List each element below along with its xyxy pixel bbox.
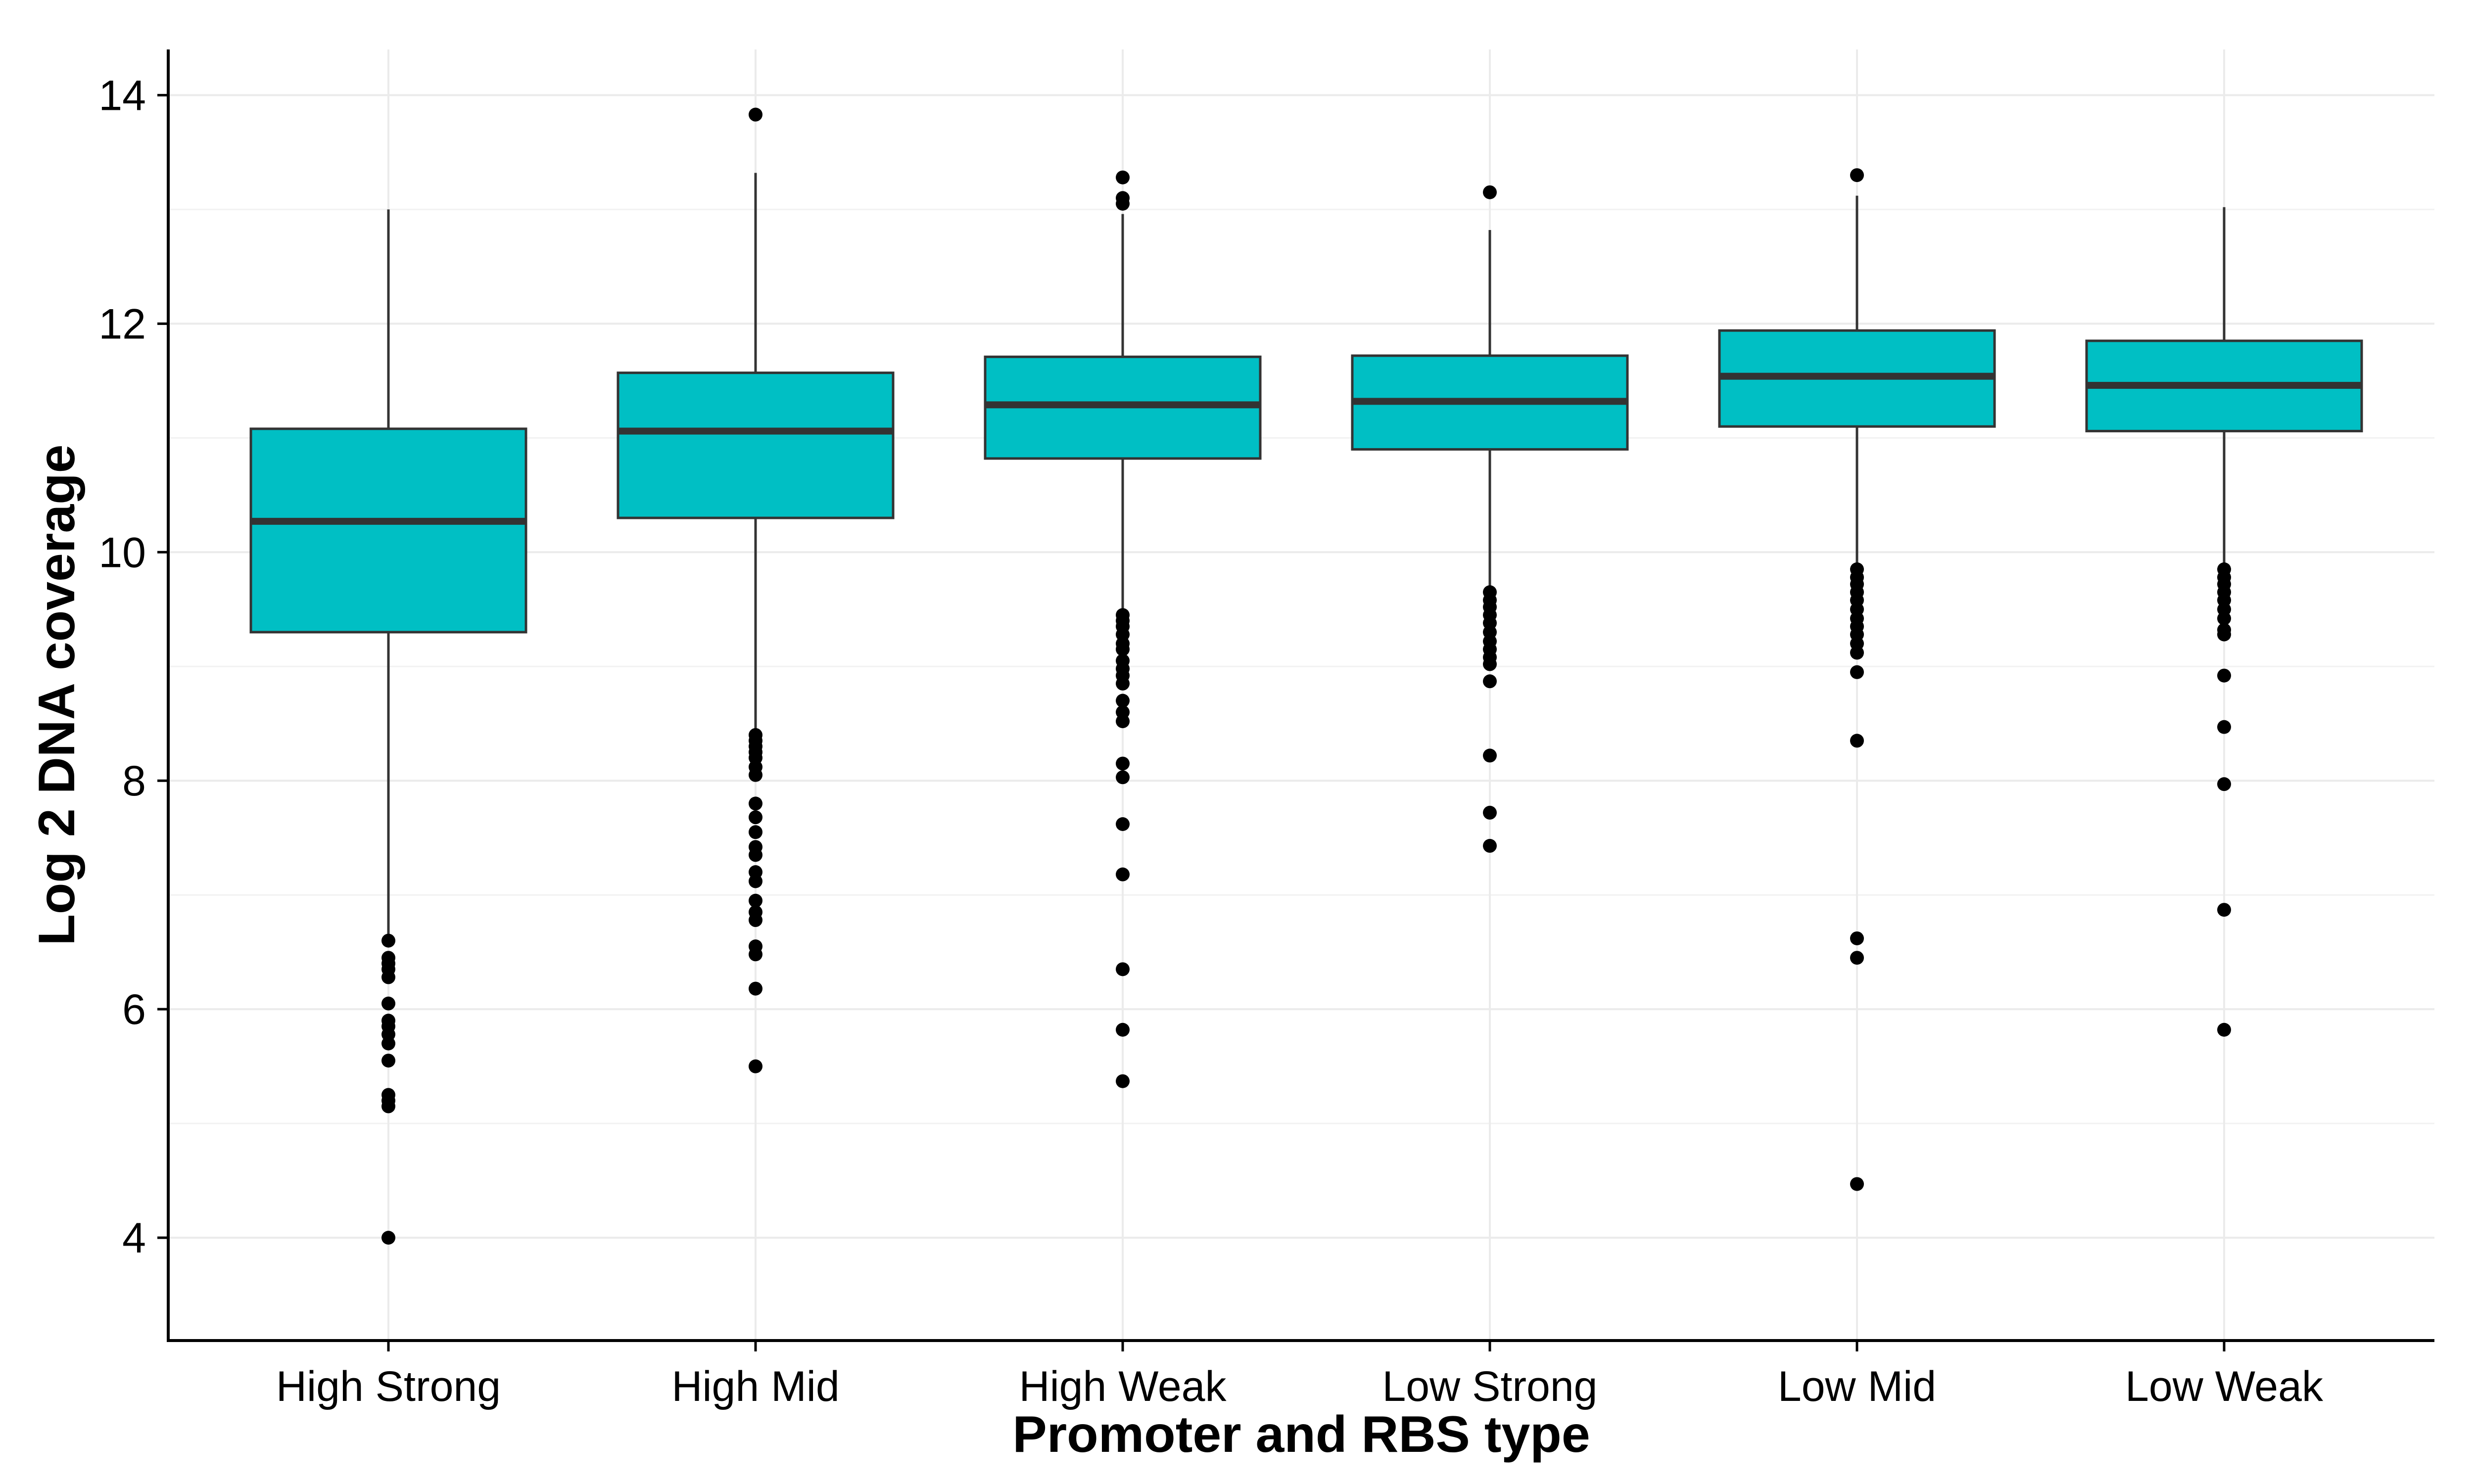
outlier-point <box>749 768 762 782</box>
outlier-point <box>1850 168 1864 183</box>
outlier-point <box>1483 657 1497 671</box>
outlier-point <box>2217 668 2231 683</box>
outlier-point <box>749 981 762 996</box>
outlier-point <box>2217 903 2231 917</box>
outlier-point <box>749 810 762 825</box>
outlier-point <box>1850 665 1864 679</box>
x-tick-label: High Strong <box>276 1363 501 1410</box>
outlier-point <box>1483 748 1497 763</box>
outlier-point <box>749 1059 762 1073</box>
outlier-point <box>1850 646 1864 660</box>
outlier-point <box>1116 962 1130 976</box>
outlier-point <box>1850 951 1864 965</box>
grid-lines <box>168 49 2434 1341</box>
outlier-point <box>1850 1177 1864 1191</box>
y-tick-label: 6 <box>122 986 146 1033</box>
outlier-point <box>1850 734 1864 748</box>
y-tick-label: 10 <box>98 529 146 576</box>
y-tick-label: 8 <box>122 757 146 805</box>
outlier-point <box>1116 770 1130 785</box>
outlier-point <box>1116 694 1130 708</box>
box-high-weak <box>984 170 1262 1088</box>
box-low-weak <box>2085 207 2363 1037</box>
outlier-point <box>381 933 395 948</box>
outlier-point <box>2217 720 2231 734</box>
outlier-point <box>1483 674 1497 689</box>
x-tick-label: Low Strong <box>1382 1363 1597 1410</box>
outlier-point <box>1116 1022 1130 1037</box>
outlier-point <box>1483 185 1497 199</box>
outlier-point <box>1116 756 1130 771</box>
x-tick-label: High Weak <box>1019 1363 1227 1410</box>
outlier-point <box>381 996 395 1011</box>
box-low-strong <box>1351 185 1629 853</box>
y-tick-label: 12 <box>98 300 146 348</box>
outlier-point <box>749 107 762 122</box>
outlier-point <box>1116 642 1130 656</box>
outlier-point <box>2217 611 2231 626</box>
x-ticks: High Strong High Mid High Weak Low Strong Lo… <box>276 1341 2324 1410</box>
x-axis-title: Promoter and RBS type <box>1012 1406 1590 1463</box>
outlier-point <box>749 848 762 862</box>
outlier-point <box>1116 1074 1130 1088</box>
box-series <box>249 107 2363 1245</box>
outlier-point <box>749 947 762 962</box>
outlier-point <box>1116 817 1130 831</box>
y-tick-label: 4 <box>122 1214 146 1262</box>
outlier-point <box>1116 196 1130 211</box>
outlier-point <box>2217 1022 2231 1037</box>
y-ticks: 4 6 8 10 12 14 <box>98 72 168 1262</box>
box-iqr <box>249 427 527 634</box>
outlier-point <box>381 1099 395 1113</box>
outlier-point <box>749 893 762 908</box>
outlier-point <box>2217 777 2231 791</box>
outlier-point <box>749 874 762 888</box>
outlier-point <box>749 913 762 928</box>
outlier-point <box>381 1036 395 1051</box>
box-low-mid <box>1718 168 1996 1191</box>
x-tick-label: High Mid <box>671 1363 839 1410</box>
outlier-point <box>1116 676 1130 691</box>
outlier-point <box>749 796 762 811</box>
outlier-point <box>381 970 395 984</box>
outlier-point <box>2217 627 2231 642</box>
outlier-point <box>749 825 762 839</box>
outlier-point <box>381 1054 395 1068</box>
y-axis-title: Log 2 DNA coverage <box>28 444 86 945</box>
box-high-strong <box>249 209 527 1245</box>
outlier-point <box>1483 805 1497 820</box>
outlier-point <box>1483 838 1497 853</box>
outlier-point <box>381 1231 395 1245</box>
outlier-point <box>1116 867 1130 881</box>
axes <box>167 49 2434 1342</box>
y-tick-label: 14 <box>98 72 146 119</box>
x-tick-label: Low Mid <box>1778 1363 1936 1410</box>
box-iqr <box>617 371 895 519</box>
outlier-point <box>1116 714 1130 729</box>
outlier-point <box>1850 931 1864 945</box>
x-tick-label: Low Weak <box>2125 1363 2324 1410</box>
outlier-point <box>1116 170 1130 185</box>
box-high-mid <box>617 107 895 1073</box>
